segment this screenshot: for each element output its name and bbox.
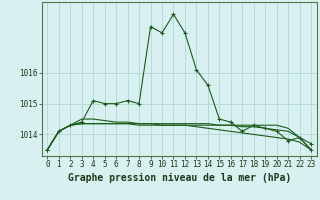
X-axis label: Graphe pression niveau de la mer (hPa): Graphe pression niveau de la mer (hPa) [68, 173, 291, 183]
